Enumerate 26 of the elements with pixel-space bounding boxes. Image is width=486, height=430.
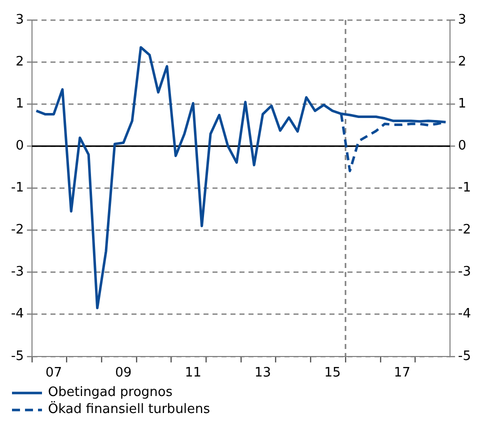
y-tick-label: 2 <box>16 54 24 70</box>
legend-label: Ökad finansiell turbulens <box>48 401 210 418</box>
y2-tick-label: 2 <box>458 54 466 70</box>
y2-tick-label: -4 <box>458 306 472 322</box>
x-tick-label: 09 <box>115 366 132 381</box>
x-tick-label: 07 <box>45 366 62 381</box>
x-tick-label: 13 <box>254 366 272 381</box>
y2-tick-label: -5 <box>458 348 472 364</box>
y2-tick-label: 3 <box>458 12 466 28</box>
legend-label: Obetingad prognos <box>48 384 173 401</box>
y-tick-label: -5 <box>10 348 24 364</box>
x-tick-label: 11 <box>184 366 202 381</box>
y2-tick-label: 0 <box>458 138 466 154</box>
y-tick-label: -2 <box>10 222 24 238</box>
y-tick-label: 3 <box>16 12 24 28</box>
y-tick-label: 0 <box>16 138 24 154</box>
y-tick-label: -3 <box>10 264 24 280</box>
y-tick-label: -1 <box>10 180 24 196</box>
y2-tick-label: -2 <box>458 222 472 238</box>
y-tick-label: 1 <box>16 96 24 112</box>
y2-tick-label: -3 <box>458 264 472 280</box>
y2-tick-label: -1 <box>458 180 472 196</box>
y-tick-label: -4 <box>10 306 24 322</box>
y2-tick-label: 1 <box>458 96 466 112</box>
x-tick-label: 17 <box>394 366 410 381</box>
x-tick-label: 15 <box>324 366 341 381</box>
